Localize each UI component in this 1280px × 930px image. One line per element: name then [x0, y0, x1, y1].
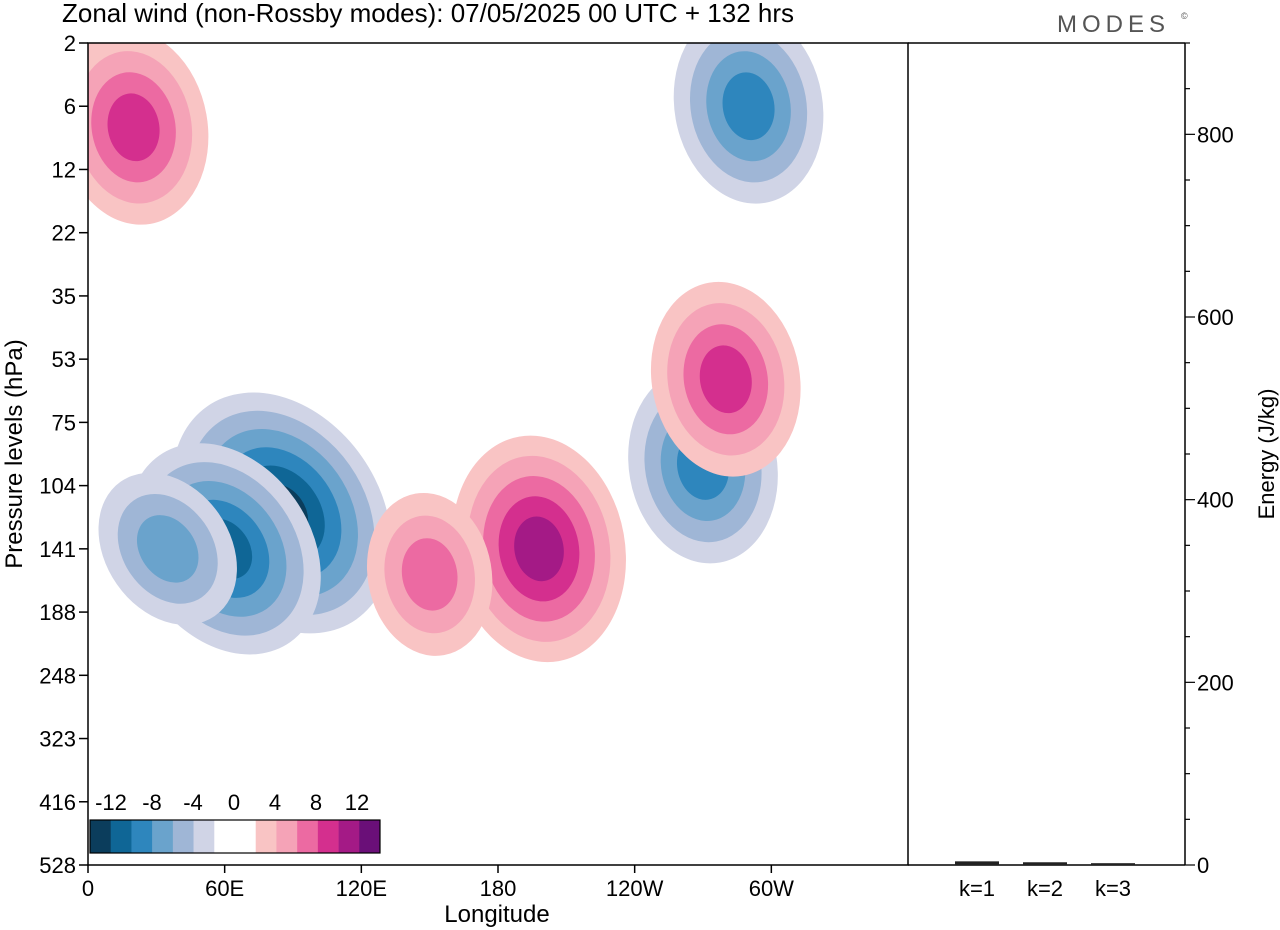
longitude-axis: 0 60E 120E 180 120W 60W: [82, 865, 794, 901]
colorbar-label: -12: [95, 790, 127, 815]
x-axis-title: Longitude: [444, 901, 549, 928]
energy-tick-label: 0: [1197, 853, 1209, 878]
energy-tick-label: 600: [1197, 305, 1234, 330]
colorbar-swatch: [297, 820, 319, 853]
y-tick-label: 22: [52, 221, 76, 246]
colorbar-labels: -12 -8 -4 0 4 8 12: [95, 790, 369, 815]
westerly-contour: [107, 93, 160, 162]
colorbar-swatch: [214, 820, 236, 853]
colorbar-swatch: [359, 820, 381, 853]
easterly-contour: [722, 72, 775, 141]
colorbar-swatch: [255, 820, 277, 853]
energy-axis-title: Energy (J/kg): [1254, 389, 1279, 520]
colorbar-swatch: [131, 820, 153, 853]
wind-contours: [88, 43, 824, 663]
y-axis-title: Pressure levels (hPa): [1, 339, 28, 568]
colorbar: [89, 819, 381, 854]
x-tick-label: 0: [82, 876, 94, 901]
y-tick-label: 528: [39, 853, 76, 878]
y-tick-label: 2: [64, 31, 76, 56]
x-tick-label: 180: [480, 876, 517, 901]
brand-copyright-mark: ©: [1181, 11, 1188, 21]
colorbar-swatch: [110, 820, 132, 853]
energy-bar: [1091, 863, 1135, 865]
energy-axis-ticks: 0 200 400 600 800: [1185, 42, 1234, 878]
chart-title: Zonal wind (non-Rossby modes): 07/05/202…: [62, 0, 794, 28]
energy-category-label: k=1: [959, 876, 995, 901]
easterly-contour: [136, 515, 199, 583]
y-tick-label: 53: [52, 347, 76, 372]
y-tick-label: 141: [39, 537, 76, 562]
colorbar-swatch: [338, 820, 360, 853]
y-tick-label: 323: [39, 727, 76, 752]
energy-category-label: k=3: [1095, 876, 1131, 901]
energy-bar: [1023, 862, 1067, 865]
colorbar-label: 4: [269, 790, 281, 815]
energy-tick-label: 400: [1197, 488, 1234, 513]
colorbar-swatch: [90, 820, 112, 853]
y-tick-label: 75: [52, 410, 76, 435]
pressure-axis: 2 6 12 22 35 53 75 104 141 188 248 323 416 528: [39, 31, 88, 878]
colorbar-label: 12: [345, 790, 369, 815]
colorbar-swatch: [317, 820, 339, 853]
brand-logo: MODES: [1057, 11, 1170, 38]
colorbar-swatch: [172, 820, 194, 853]
y-tick-label: 416: [39, 790, 76, 815]
colorbar-swatch: [152, 820, 174, 853]
colorbar-frame: [89, 819, 381, 854]
colorbar-label: 8: [310, 790, 322, 815]
colorbar-swatch: [276, 820, 298, 853]
colorbar-label: 0: [228, 790, 240, 815]
y-tick-label: 188: [39, 600, 76, 625]
energy-tick-label: 800: [1197, 122, 1234, 147]
x-tick-label: 120W: [606, 876, 664, 901]
x-tick-label: 60E: [205, 876, 244, 901]
energy-category-label: k=2: [1027, 876, 1063, 901]
colorbar-swatch: [235, 820, 257, 853]
energy-tick-label: 200: [1197, 670, 1234, 695]
y-tick-label: 104: [39, 474, 76, 499]
colorbar-label: -4: [183, 790, 203, 815]
energy-bar: [955, 861, 999, 865]
colorbar-label: -8: [142, 790, 162, 815]
x-tick-label: 120E: [336, 876, 387, 901]
colorbar-swatch: [193, 820, 215, 853]
x-tick-label: 60W: [749, 876, 794, 901]
westerly-contour: [699, 345, 752, 414]
y-tick-label: 248: [39, 663, 76, 688]
energy-bars: k=1 k=2 k=3: [955, 861, 1135, 901]
y-tick-label: 35: [52, 284, 76, 309]
y-tick-label: 12: [52, 157, 76, 182]
westerly-contour: [401, 538, 458, 611]
y-tick-label: 6: [64, 94, 76, 119]
westerly-contour: [514, 516, 564, 582]
